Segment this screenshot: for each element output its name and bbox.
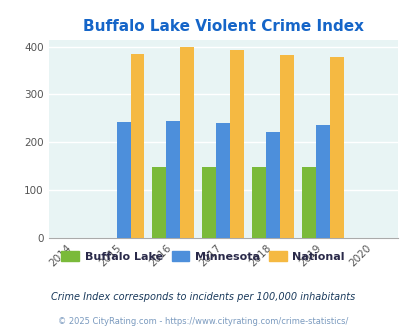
Legend: Buffalo Lake, Minnesota, National: Buffalo Lake, Minnesota, National xyxy=(57,247,348,267)
Bar xyxy=(130,54,144,238)
Bar xyxy=(216,123,230,238)
Bar xyxy=(315,124,329,238)
Bar xyxy=(230,50,244,238)
Bar xyxy=(166,121,180,238)
Bar xyxy=(152,167,166,238)
Bar xyxy=(329,57,343,238)
Bar xyxy=(301,167,315,238)
Text: Crime Index corresponds to incidents per 100,000 inhabitants: Crime Index corresponds to incidents per… xyxy=(51,292,354,302)
Bar xyxy=(279,55,293,238)
Bar xyxy=(116,122,130,238)
Bar xyxy=(252,167,266,238)
Title: Buffalo Lake Violent Crime Index: Buffalo Lake Violent Crime Index xyxy=(83,19,363,34)
Bar xyxy=(266,132,279,238)
Bar xyxy=(202,167,216,238)
Text: © 2025 CityRating.com - https://www.cityrating.com/crime-statistics/: © 2025 CityRating.com - https://www.city… xyxy=(58,317,347,326)
Bar xyxy=(180,47,194,238)
